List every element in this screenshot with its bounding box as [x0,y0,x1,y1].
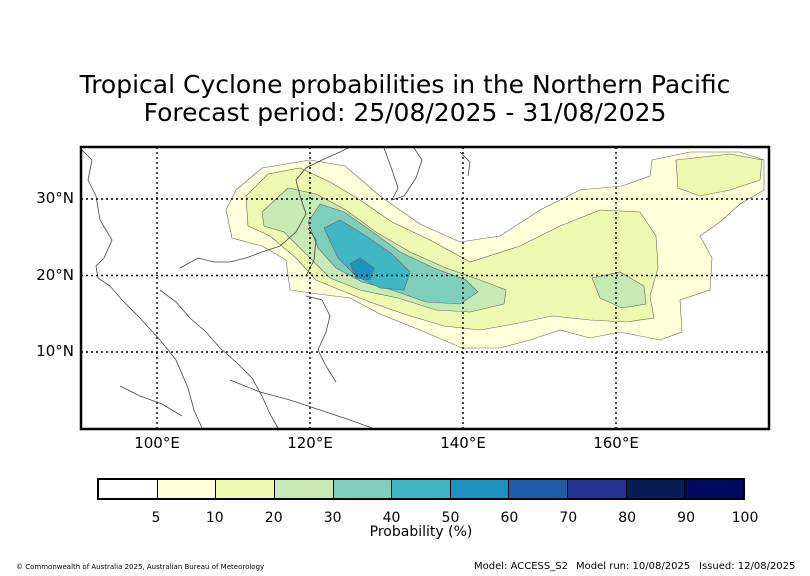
coastlines [81,145,471,429]
colorbar-cell [509,480,569,498]
prob-40-50-region [323,219,411,291]
lat-label-30n: 30°N [36,189,74,207]
map-frame [79,145,771,431]
prob-50-60-region [349,257,375,281]
lon-label-100e: 100°E [134,434,180,452]
colorbar-cell [392,480,451,498]
colorbar-tick-label: 70 [559,510,578,526]
colorbar-tick-label: 10 [205,510,224,526]
colorbar-cell [99,480,158,498]
colorbar-tick-label: 5 [151,510,161,526]
prob-20-30-region-east [591,271,647,309]
issued-date: Issued: 12/08/2025 [699,561,796,572]
colorbar-tick-label: 100 [731,510,759,526]
colorbar-cell [626,480,686,498]
lon-label-120e: 120°E [287,434,333,452]
lon-label-160e: 160°E [593,434,639,452]
colorbar-cell [333,480,393,498]
map-title: Tropical Cyclone probabilities in the No… [79,70,731,99]
colorbar-cell [274,480,334,498]
colorbar-label: Probability (%) [369,524,473,540]
colorbar-tick-label: 90 [677,510,695,526]
colorbar-cell [685,480,744,498]
colorbar-tick-label: 30 [323,510,342,526]
colorbar-tick-label: 50 [441,510,460,526]
lon-label-140e: 140°E [440,434,486,452]
colorbar-tick-label: 60 [500,510,519,526]
model-name: Model: ACCESS_S2 [474,561,568,572]
prob-10-20-region [245,167,659,331]
colorbar-tick-label: 20 [264,510,283,526]
colorbar-tick-label: 40 [382,510,401,526]
lat-label-10n: 10°N [36,342,74,360]
colorbar-cell [568,480,627,498]
graticule [81,147,769,429]
model-run-date: Model run: 10/08/2025 [576,561,691,572]
forecast-period: Forecast period: 25/08/2025 - 31/08/2025 [143,98,667,127]
lat-label-20n: 20°N [36,266,74,284]
probability-colorbar [97,478,745,500]
prob-10-20-region-ne [675,153,763,197]
colorbar-cell [216,480,275,498]
colorbar-cell [157,480,217,498]
colorbar-tick-label: 80 [618,510,637,526]
colorbar-cell [450,480,510,498]
copyright-notice: © Commonwealth of Australia 2025, Austra… [16,563,265,571]
